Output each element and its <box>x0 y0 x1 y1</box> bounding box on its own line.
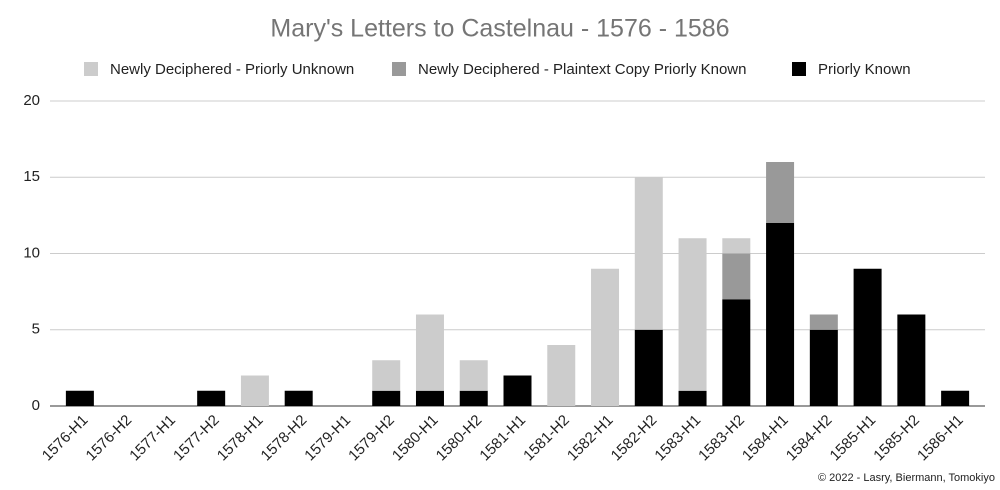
x-tick-label: 1583-H2 <box>695 412 748 465</box>
x-tick-label: 1584-H2 <box>783 412 836 465</box>
x-tick-label: 1582-H1 <box>564 412 617 465</box>
legend-label: Newly Deciphered - Plaintext Copy Priorl… <box>418 61 746 78</box>
bar-segment <box>809 314 838 330</box>
y-tick-label: 20 <box>23 92 40 109</box>
bar-segment <box>503 375 532 406</box>
x-tick-label: 1579-H1 <box>301 412 354 465</box>
x-tick-label: 1579-H2 <box>345 412 398 465</box>
x-tick-label: 1586-H1 <box>914 412 967 465</box>
bar-segment <box>372 360 401 391</box>
x-tick-label: 1580-H1 <box>389 412 442 465</box>
x-tick-label: 1585-H1 <box>827 412 880 465</box>
bar-segment <box>853 268 882 406</box>
legend-swatch <box>392 62 406 76</box>
bar-segment <box>722 253 751 300</box>
x-tick-label: 1580-H2 <box>433 412 486 465</box>
legend-swatch <box>84 62 98 76</box>
credit: © 2022 - Lasry, Biermann, Tomokiyo <box>818 472 995 484</box>
bar-segment <box>591 268 620 406</box>
bar-segment <box>65 390 94 406</box>
bar-segment <box>197 390 226 406</box>
bar-segment <box>766 162 795 223</box>
bar-segment <box>678 238 707 391</box>
bar-segment <box>240 375 269 406</box>
x-tick-label: 1578-H2 <box>258 412 311 465</box>
bar-segment <box>459 360 488 391</box>
x-tick-label: 1577-H2 <box>170 412 223 465</box>
bar-segment <box>766 223 795 406</box>
x-tick-label: 1583-H1 <box>651 412 704 465</box>
bar-segment <box>897 314 926 406</box>
bar-segment <box>809 329 838 406</box>
x-tick-label: 1581-H2 <box>520 412 573 465</box>
chart-title: Mary's Letters to Castelnau - 1576 - 158… <box>270 15 729 43</box>
y-tick-label: 15 <box>23 168 40 185</box>
y-tick-label: 10 <box>23 244 40 261</box>
bar-segment <box>634 329 663 406</box>
bar-segment <box>634 177 663 330</box>
bar-segment <box>547 345 576 406</box>
x-tick-label: 1584-H1 <box>739 412 792 465</box>
legend-label: Priorly Known <box>818 61 911 78</box>
y-tick-label: 5 <box>32 321 40 338</box>
bar-segment <box>941 390 970 406</box>
bar-segment <box>372 390 401 406</box>
legend-label: Newly Deciphered - Priorly Unknown <box>110 61 354 78</box>
bar-segment <box>722 299 751 406</box>
bar-segment <box>284 390 313 406</box>
bar-segment <box>722 238 751 254</box>
bar-segment <box>459 390 488 406</box>
x-tick-label: 1576-H2 <box>83 412 136 465</box>
x-tick-label: 1576-H1 <box>39 412 92 465</box>
x-tick-label: 1585-H2 <box>870 412 923 465</box>
bar-segment <box>678 390 707 406</box>
x-tick-label: 1578-H1 <box>214 412 267 465</box>
x-tick-label: 1577-H1 <box>126 412 179 465</box>
x-tick-label: 1581-H1 <box>476 412 529 465</box>
y-tick-label: 0 <box>32 397 40 414</box>
bar-segment <box>415 314 444 391</box>
legend-swatch <box>792 62 806 76</box>
x-tick-label: 1582-H2 <box>608 412 661 465</box>
bar-segment <box>415 390 444 406</box>
